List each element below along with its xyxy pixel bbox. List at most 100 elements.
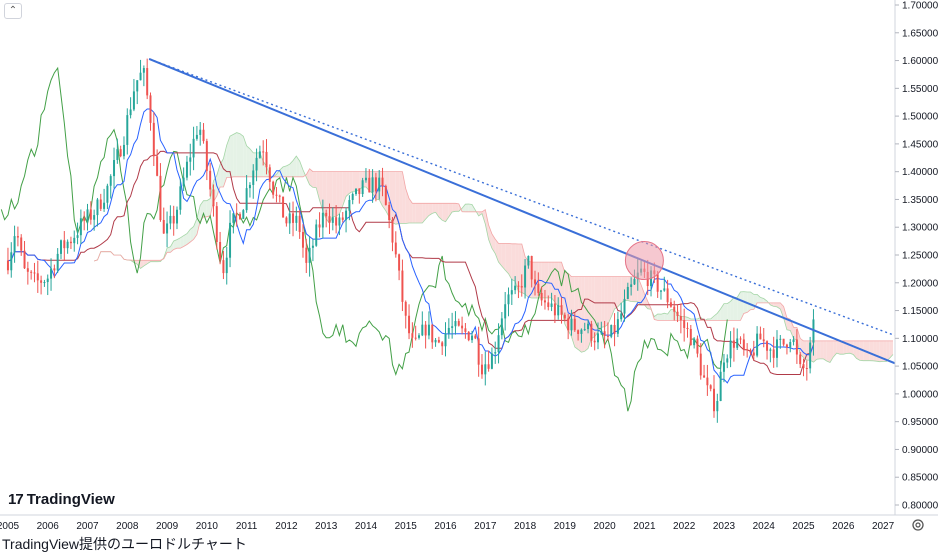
- candle-body: [803, 364, 805, 368]
- candle-body: [242, 210, 244, 219]
- candle-body: [67, 242, 69, 248]
- x-tick-label: 2005: [0, 521, 20, 532]
- candle-body: [415, 338, 417, 339]
- candle-body: [554, 304, 556, 316]
- candle-body: [471, 336, 473, 341]
- candle-body: [561, 305, 563, 315]
- candle: [478, 327, 480, 377]
- candle-body: [733, 340, 735, 347]
- candle-body: [47, 279, 49, 282]
- candle-body: [607, 336, 609, 337]
- candle-body: [50, 268, 52, 278]
- candle-body: [100, 200, 102, 209]
- candle: [759, 327, 761, 340]
- candle: [70, 237, 72, 249]
- candle: [189, 144, 191, 176]
- candle-body: [431, 325, 433, 343]
- cloud-segment: [432, 203, 435, 213]
- cloud-segment: [658, 314, 661, 320]
- candle-body: [544, 300, 546, 302]
- candle-body: [120, 149, 122, 156]
- cloud-segment: [505, 243, 508, 273]
- candle: [696, 336, 698, 358]
- candle-body: [779, 339, 781, 340]
- candle-body: [537, 284, 539, 293]
- candle-body: [149, 95, 151, 122]
- candle-body: [315, 224, 317, 245]
- candle: [57, 248, 59, 273]
- candle-body: [534, 279, 536, 283]
- candle-body: [40, 280, 42, 282]
- candle: [196, 126, 198, 141]
- candle-body: [206, 141, 208, 171]
- candle: [507, 288, 509, 317]
- candle: [77, 223, 79, 245]
- candle-body: [428, 325, 430, 336]
- candle: [464, 323, 466, 339]
- candle-body: [17, 236, 19, 237]
- gear-icon[interactable]: [911, 518, 925, 532]
- candle-body: [630, 284, 632, 287]
- candle: [47, 275, 49, 296]
- candle: [183, 167, 185, 191]
- candle-body: [116, 149, 118, 160]
- candle: [186, 156, 188, 181]
- candle-body: [746, 349, 748, 350]
- candle-body: [773, 349, 775, 357]
- cloud-segment: [618, 277, 621, 307]
- candle: [504, 292, 506, 331]
- y-tick-label: 1.35000: [902, 195, 938, 206]
- candle-body: [567, 318, 569, 330]
- candle: [269, 164, 271, 190]
- candle: [239, 212, 241, 220]
- candle-body: [686, 328, 688, 329]
- candle-body: [504, 304, 506, 318]
- x-tick-label: 2017: [474, 521, 497, 532]
- candle: [355, 188, 357, 195]
- y-tick-label: 1.45000: [902, 139, 938, 150]
- candle: [769, 348, 771, 363]
- candle-body: [159, 176, 161, 220]
- candle: [83, 211, 85, 230]
- candle-body: [203, 130, 205, 141]
- brand-logo: 17 TradingView: [8, 491, 115, 508]
- collapse-button[interactable]: ⌃: [4, 3, 22, 19]
- candle-body: [587, 324, 589, 329]
- candle: [385, 185, 387, 206]
- cloud-segment: [452, 203, 455, 212]
- candle: [484, 352, 486, 386]
- candle-body: [269, 167, 271, 181]
- candle-body: [83, 218, 85, 220]
- candle: [126, 108, 128, 154]
- cloud-segment: [724, 304, 727, 321]
- candle: [113, 148, 115, 189]
- candle-body: [743, 339, 745, 349]
- candle-body: [37, 273, 39, 280]
- candle-body: [319, 224, 321, 227]
- candle: [773, 337, 775, 368]
- cloud-segment: [283, 166, 286, 177]
- candle-body: [507, 294, 509, 304]
- candle: [312, 239, 314, 261]
- cloud-segment: [823, 341, 826, 361]
- cloud-segment: [230, 134, 233, 177]
- candle-body: [783, 339, 785, 345]
- cloud-segment: [237, 133, 240, 177]
- y-tick-label: 1.20000: [902, 278, 938, 289]
- candle-body: [700, 354, 702, 376]
- candle-body: [80, 218, 82, 235]
- candle: [87, 204, 89, 231]
- y-tick-label: 1.65000: [902, 28, 938, 39]
- candle: [7, 248, 9, 275]
- candle: [60, 239, 62, 258]
- candle: [451, 313, 453, 339]
- candle-body: [375, 177, 377, 191]
- cloud-segment: [243, 136, 246, 177]
- candle-body: [156, 156, 158, 176]
- candle: [67, 239, 69, 253]
- candle-body: [275, 195, 277, 196]
- candle-body: [199, 130, 201, 135]
- x-tick-label: 2007: [76, 521, 99, 532]
- candle-body: [458, 321, 460, 326]
